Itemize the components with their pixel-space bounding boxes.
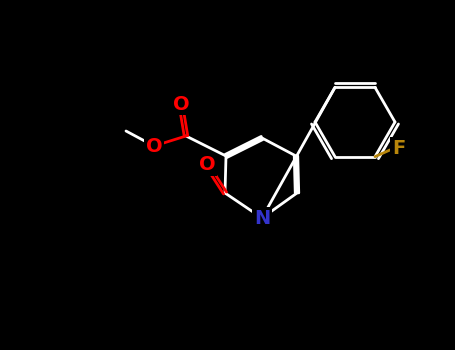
Text: N: N [254, 209, 270, 228]
Text: O: O [146, 136, 162, 155]
Text: O: O [173, 94, 189, 113]
Text: F: F [392, 139, 405, 158]
Text: O: O [199, 155, 215, 175]
